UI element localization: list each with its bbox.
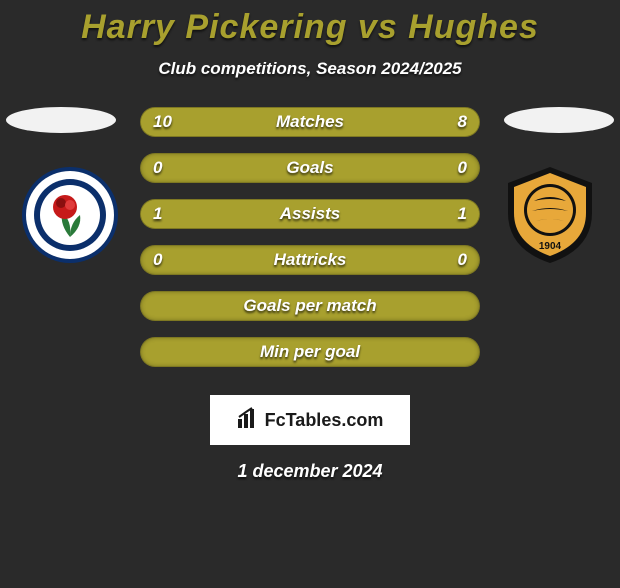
stat-row: Goals per match	[140, 291, 480, 321]
player-right-flag-ellipse	[504, 107, 614, 133]
stat-row: 1 1 Assists	[140, 199, 480, 229]
stat-value-right: 0	[458, 250, 467, 270]
stat-value-right: 1	[458, 204, 467, 224]
stat-label: Min per goal	[260, 342, 360, 362]
player-right-club-badge: 1904	[500, 165, 600, 265]
svg-text:1904: 1904	[539, 241, 562, 252]
stat-value-left: 0	[153, 158, 162, 178]
player-left-flag-ellipse	[6, 107, 116, 133]
player-left-club-badge	[20, 165, 120, 265]
stat-value-right: 8	[458, 112, 467, 132]
stat-label: Goals per match	[243, 296, 376, 316]
comparison-title: Harry Pickering vs Hughes	[0, 8, 620, 47]
comparison-subtitle: Club competitions, Season 2024/2025	[0, 59, 620, 79]
stat-label: Assists	[280, 204, 340, 224]
stat-label: Goals	[286, 158, 333, 178]
stat-bars: 10 8 Matches 0 0 Goals 1 1 Assists 0 0 Hattricks Goa…	[140, 107, 480, 383]
stat-value-left: 1	[153, 204, 162, 224]
brand-text: FcTables.com	[265, 410, 384, 431]
stat-value-left: 0	[153, 250, 162, 270]
stat-row: Min per goal	[140, 337, 480, 367]
stat-row: 10 8 Matches	[140, 107, 480, 137]
stat-row: 0 0 Hattricks	[140, 245, 480, 275]
stat-value-left: 10	[153, 112, 172, 132]
comparison-content: 1904 10 8 Matches 0 0 Goals 1 1 Assists 0 0 Hattric…	[0, 107, 620, 387]
brand-box: FcTables.com	[210, 395, 410, 445]
comparison-date: 1 december 2024	[0, 461, 620, 482]
stat-label: Matches	[276, 112, 344, 132]
stat-value-right: 0	[458, 158, 467, 178]
stat-bar-right-fill	[329, 108, 479, 136]
brand-chart-icon	[237, 407, 259, 434]
stat-row: 0 0 Goals	[140, 153, 480, 183]
stat-label: Hattricks	[274, 250, 347, 270]
